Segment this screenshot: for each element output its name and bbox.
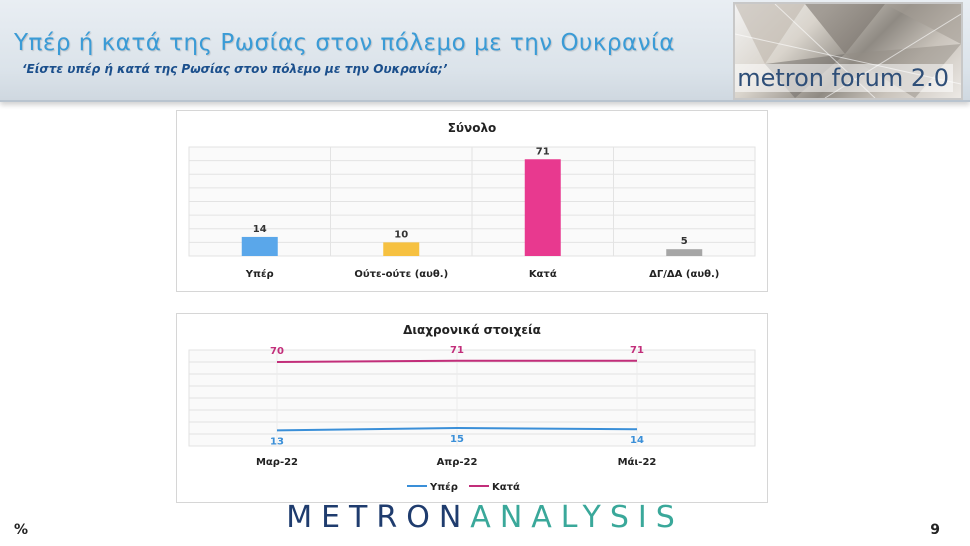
series-line-0 <box>276 426 638 432</box>
x-tick-label: Απρ-22 <box>437 457 478 468</box>
bar-value-label: 71 <box>536 146 550 157</box>
category-label: ΔΓ/ΔΑ (αυθ.) <box>649 269 719 280</box>
legend-label: Υπέρ <box>429 481 458 493</box>
x-tick-label: Μαρ-22 <box>256 457 298 468</box>
category-label: Υπέρ <box>245 268 274 280</box>
bar-chart-panel: Σύνολο 14 Υπέρ 10 Ούτε-ούτε (αυθ.) 71 Κατά 5 ΔΓ… <box>176 110 768 292</box>
percent-symbol: % <box>14 522 29 538</box>
legend-label: Κατά <box>492 481 520 493</box>
category-label: Κατά <box>529 268 557 280</box>
bar-chart-title: Σύνολο <box>448 121 497 135</box>
logo-text: metron forum 2.0 <box>735 64 953 92</box>
bar-value-label: 5 <box>681 236 688 247</box>
series-line-1 <box>276 359 637 363</box>
line-chart: Διαχρονικά στοιχεία 13 15 14 70 71 71 Μαρ-22 Απ… <box>188 323 756 493</box>
point-value-label: 15 <box>450 434 464 445</box>
brand-metron: METRON <box>286 500 471 535</box>
page-number: 9 <box>930 522 940 538</box>
page-subtitle: ‘Είστε υπέρ ή κατά της Ρωσίας στον πόλεμ… <box>22 62 448 76</box>
bar-chart: Σύνολο 14 Υπέρ 10 Ούτε-ούτε (αυθ.) 71 Κατά 5 ΔΓ… <box>188 121 756 280</box>
bar-value-label: 14 <box>253 224 267 235</box>
bar-value-label: 10 <box>394 229 408 240</box>
x-tick-label: Μάι-22 <box>618 456 657 468</box>
bar-0 <box>241 236 278 256</box>
point-value-label: 13 <box>270 436 284 447</box>
line-chart-title: Διαχρονικά στοιχεία <box>403 323 541 337</box>
header-banner: Υπέρ ή κατά της Ρωσίας στον πόλεμο με τη… <box>0 0 970 102</box>
page-title: Υπέρ ή κατά της Ρωσίας στον πόλεμο με τη… <box>14 30 675 56</box>
metron-forum-logo: metron forum 2.0 <box>733 2 963 100</box>
bar-3 <box>666 249 703 256</box>
point-value-label: 14 <box>630 435 644 446</box>
point-value-label: 71 <box>630 345 644 356</box>
category-label: Ούτε-ούτε (αυθ.) <box>354 268 448 280</box>
point-value-label: 71 <box>450 345 464 356</box>
brand-analysis: ANALYSIS <box>470 500 684 535</box>
bar-2 <box>524 159 561 256</box>
point-value-label: 70 <box>270 346 284 357</box>
bar-1 <box>383 242 420 256</box>
line-chart-panel: Διαχρονικά στοιχεία 13 15 14 70 71 71 Μαρ-22 Απ… <box>176 313 768 503</box>
metron-analysis-logo: METRONANALYSIS <box>0 500 970 535</box>
